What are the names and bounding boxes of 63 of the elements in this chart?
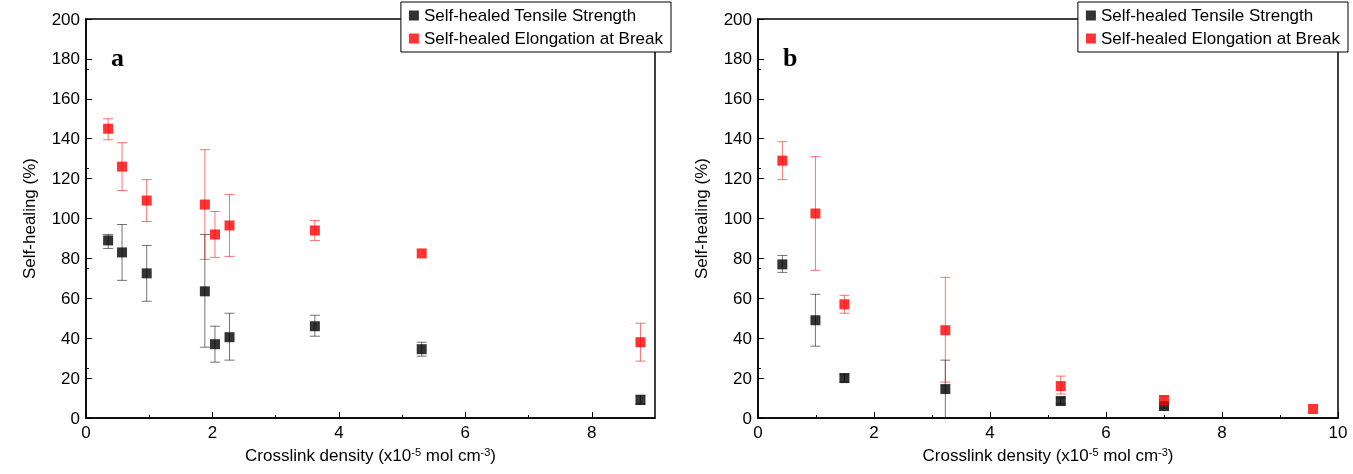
point bbox=[416, 248, 427, 259]
legend-label: Self-healed Elongation at Break bbox=[423, 29, 664, 48]
y-tick-label: 180 bbox=[723, 49, 752, 69]
annotation: a bbox=[111, 42, 124, 72]
y-tick-label: 0 bbox=[70, 408, 80, 428]
point bbox=[810, 315, 821, 326]
point bbox=[141, 268, 152, 279]
point bbox=[224, 220, 235, 231]
y-tick-label: 80 bbox=[61, 248, 80, 268]
y-axis-title: Self-healing (%) bbox=[20, 158, 39, 279]
x-tick-label: 8 bbox=[587, 423, 597, 442]
y-tick-label: 80 bbox=[733, 248, 752, 268]
point bbox=[103, 123, 114, 134]
y-tick-label: 100 bbox=[723, 209, 752, 228]
x-tick-label: 6 bbox=[1101, 423, 1111, 442]
x-tick-label: 4 bbox=[334, 423, 344, 442]
y-tick-label: 40 bbox=[733, 328, 752, 348]
point bbox=[810, 208, 821, 219]
y-tick-label: 200 bbox=[723, 9, 752, 29]
y-tick-label: 200 bbox=[51, 9, 80, 29]
point bbox=[117, 247, 128, 258]
legend-label: Self-healed Tensile Strength bbox=[1100, 6, 1314, 25]
point bbox=[209, 339, 220, 350]
annotation: b bbox=[783, 42, 798, 72]
x-tick-label: 2 bbox=[207, 423, 218, 442]
y-tick-label: 100 bbox=[51, 209, 80, 228]
x-tick-label: 10 bbox=[1328, 423, 1348, 442]
legend-label: Self-healed Tensile Strength bbox=[423, 6, 637, 25]
y-tick-label: 40 bbox=[61, 328, 80, 348]
point bbox=[309, 225, 320, 236]
point bbox=[1055, 381, 1066, 392]
point bbox=[117, 161, 128, 172]
x-tick-label: 6 bbox=[460, 423, 471, 442]
y-tick-label: 60 bbox=[61, 288, 80, 308]
y-tick-label: 20 bbox=[733, 368, 752, 388]
y-tick-label: 180 bbox=[51, 49, 80, 69]
point bbox=[141, 195, 152, 206]
x-tick-label: 8 bbox=[1217, 423, 1227, 442]
point bbox=[309, 321, 320, 332]
point bbox=[199, 286, 210, 297]
point bbox=[839, 299, 850, 310]
x-tick-label: 4 bbox=[985, 423, 995, 442]
y-tick-label: 0 bbox=[742, 408, 752, 428]
y-tick-label: 140 bbox=[51, 129, 80, 149]
point bbox=[940, 384, 951, 395]
legend-label: Self-healed Elongation at Break bbox=[1100, 29, 1341, 48]
y-tick-label: 60 bbox=[733, 288, 752, 308]
point bbox=[777, 155, 788, 166]
y-tick-label: 140 bbox=[723, 129, 752, 149]
point bbox=[777, 259, 788, 270]
point bbox=[1308, 404, 1319, 415]
y-tick-label: 120 bbox=[723, 169, 752, 189]
point bbox=[635, 337, 646, 348]
point bbox=[199, 199, 210, 210]
y-tick-label: 160 bbox=[51, 89, 80, 109]
y-tick-label: 120 bbox=[51, 169, 80, 189]
y-tick-label: 20 bbox=[61, 368, 80, 388]
y-axis-title: Self-healing (%) bbox=[692, 158, 711, 279]
point bbox=[224, 332, 235, 343]
y-tick-label: 160 bbox=[723, 89, 752, 109]
point bbox=[209, 229, 220, 240]
point bbox=[940, 325, 951, 336]
x-tick-label: 2 bbox=[869, 423, 879, 442]
